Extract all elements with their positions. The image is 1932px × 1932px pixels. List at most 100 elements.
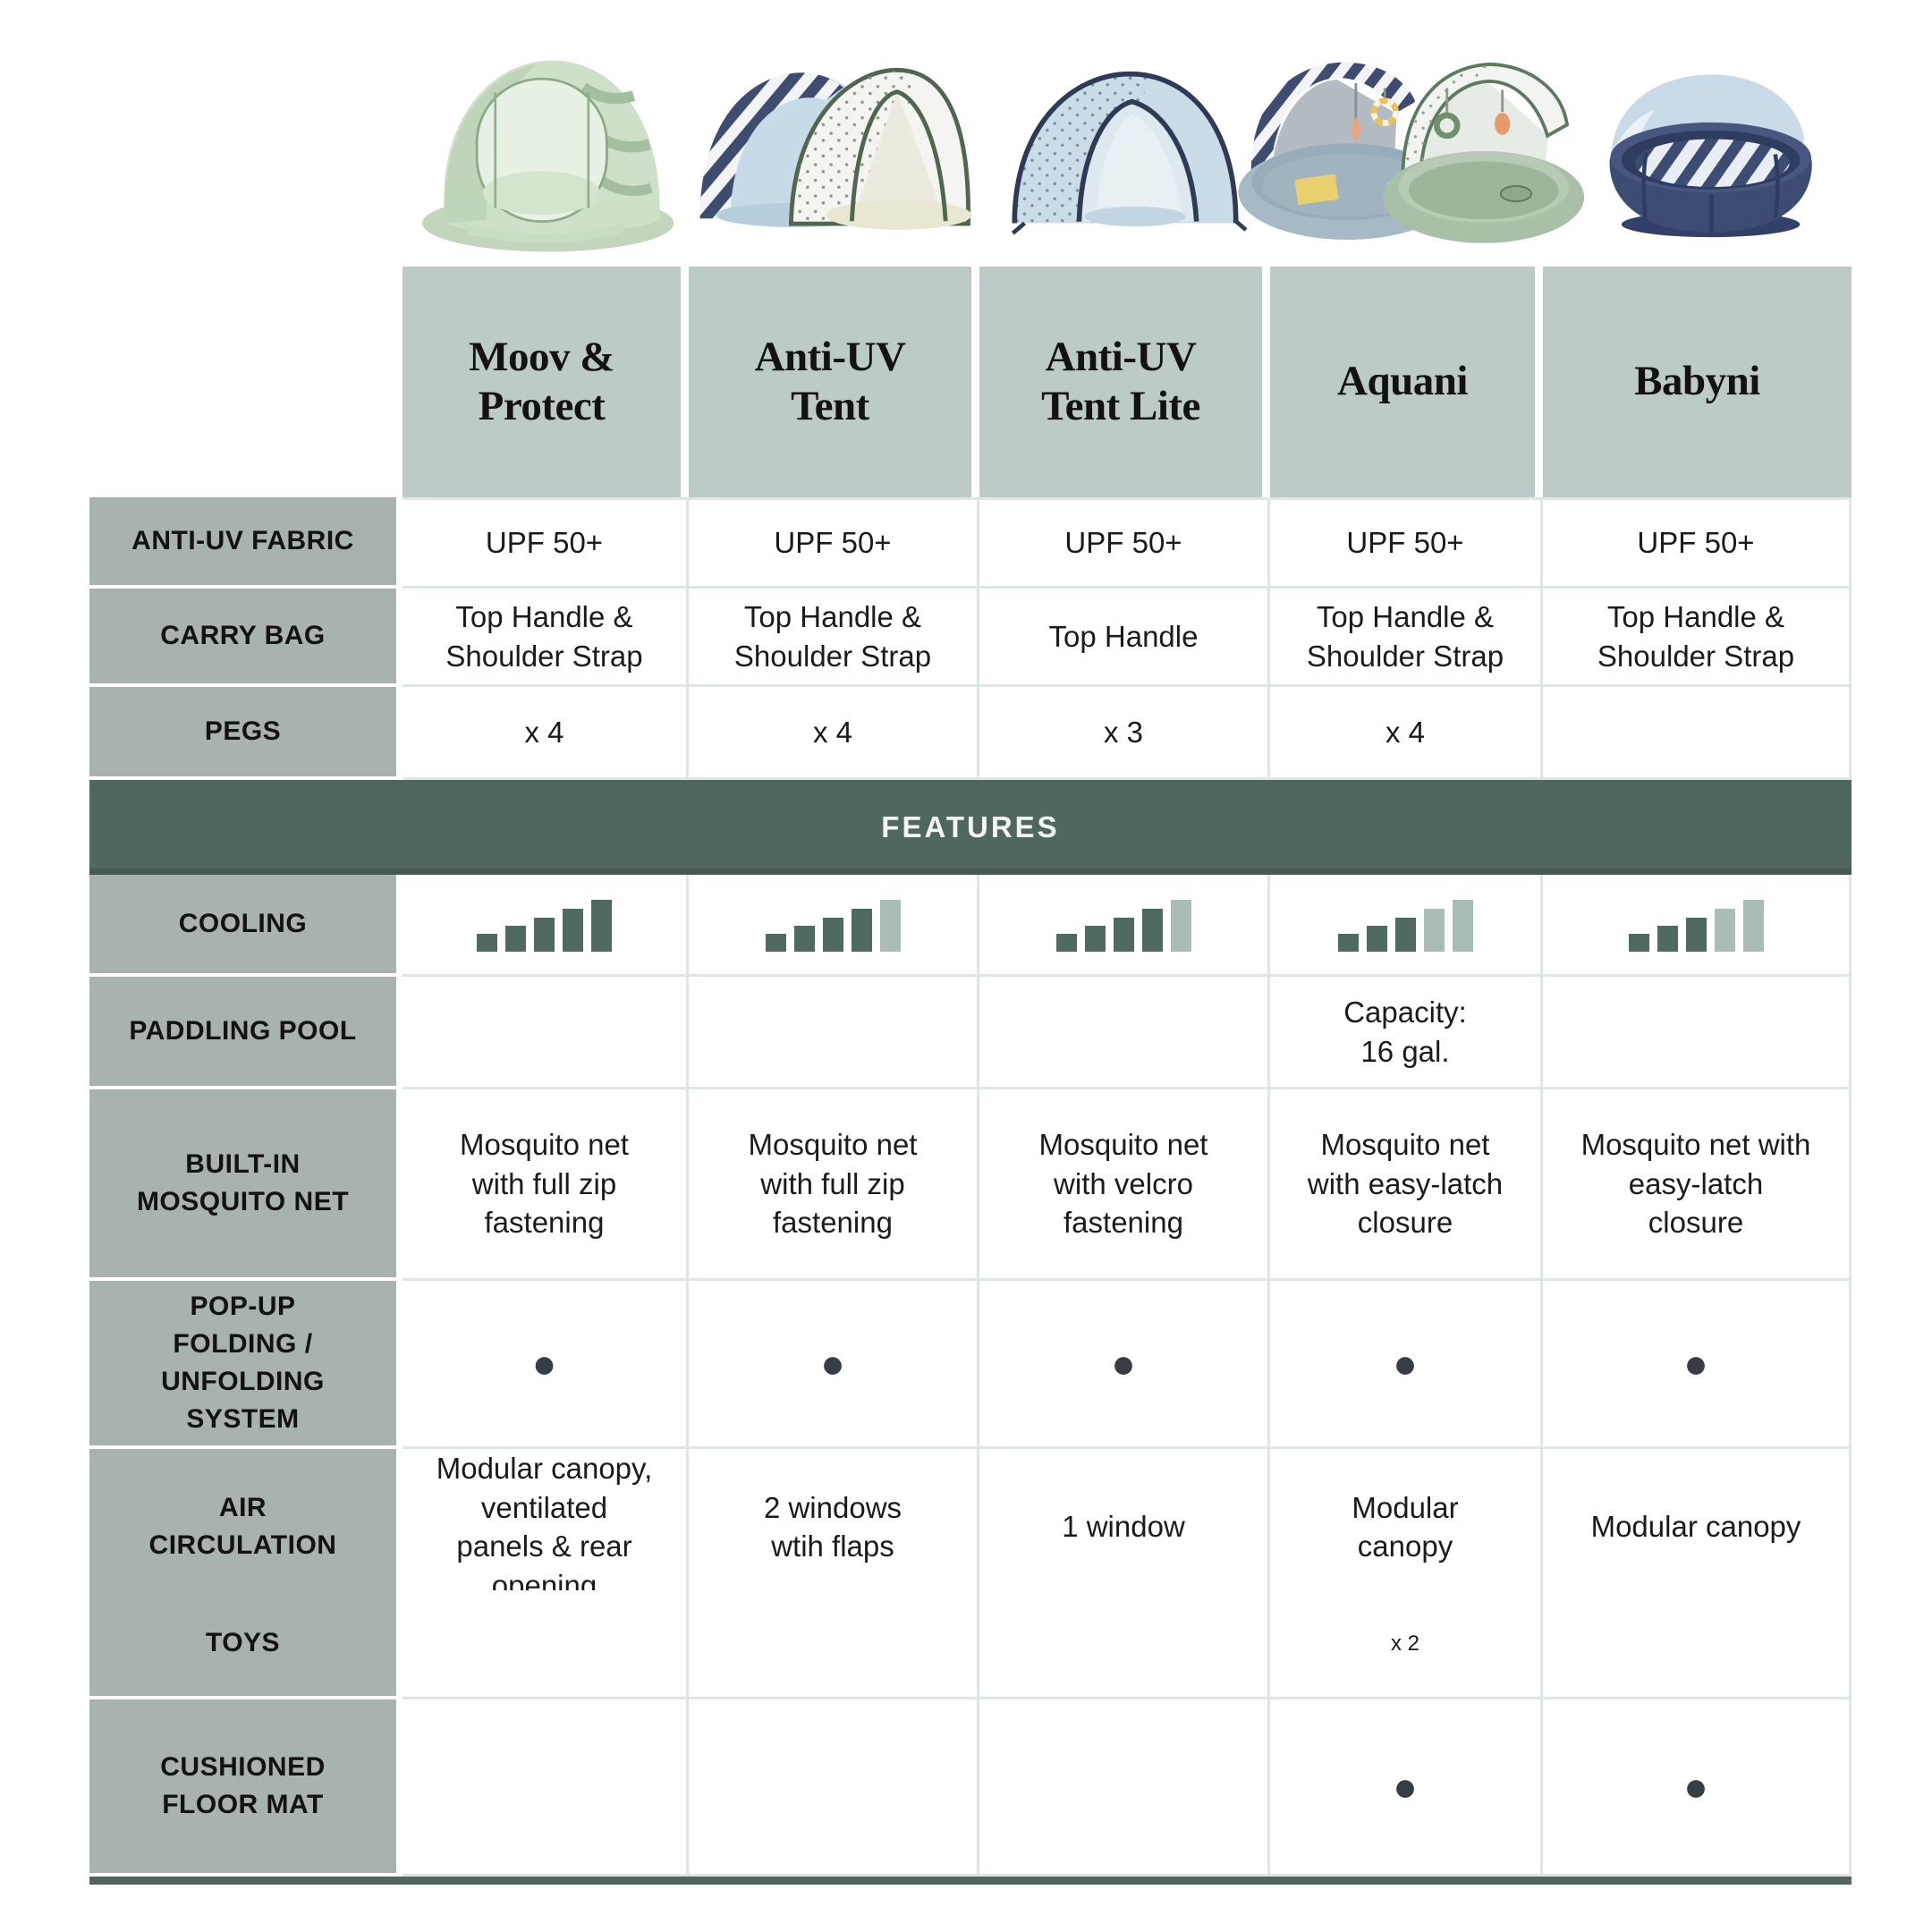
cooling-bar <box>1113 917 1134 952</box>
table-cell <box>1543 687 1852 780</box>
table-cell-feature-dot: ● <box>1543 1699 1852 1877</box>
comparison-table: Moov & Protect Anti-UV Tent Anti-UV Tent… <box>89 267 1852 1885</box>
table-cell <box>1543 977 1852 1089</box>
table-cell: UPF 50+ <box>1270 497 1543 589</box>
product-name-header-moov-protect: Moov & Protect <box>402 267 689 497</box>
table-cell-feature-dot: ● <box>402 1281 689 1449</box>
table-cell <box>689 1590 979 1699</box>
cooling-bar <box>822 917 843 952</box>
row-paddling-pool: PADDLING POOL Capacity: 16 gal. <box>89 977 1852 1089</box>
product-image-anti-uv-tent-lite <box>991 29 1259 272</box>
table-cell: x 3 <box>979 687 1270 780</box>
row-cooling: COOLING <box>89 875 1852 977</box>
cooling-level-indicator <box>1337 898 1473 952</box>
product-header-row: Moov & Protect Anti-UV Tent Anti-UV Tent… <box>89 267 1852 497</box>
row-label: CARRY BAG <box>89 589 402 687</box>
cooling-level-indicator <box>1628 898 1764 952</box>
table-cell <box>1270 875 1543 977</box>
product-name: Babyni <box>1634 358 1760 405</box>
product-image-moov-protect <box>411 29 680 272</box>
table-cell <box>402 875 689 977</box>
product-name-header-aquani: Aquani <box>1270 267 1543 497</box>
header-corner-spacer <box>89 267 402 497</box>
anti-uv-tent-lite-image <box>1011 71 1248 235</box>
cooling-bar <box>879 899 901 952</box>
product-name: Moov & Protect <box>469 333 614 429</box>
cooling-bar <box>1628 933 1649 952</box>
table-cell: 2 windows wtih flaps <box>689 1449 979 1608</box>
table-cell: Top Handle & Shoulder Strap <box>402 589 689 687</box>
table-cell <box>979 977 1270 1089</box>
row-label: COOLING <box>89 875 402 977</box>
table-cell: UPF 50+ <box>979 497 1270 589</box>
aquani-pool-tent-image <box>1237 62 1584 243</box>
table-cell: Mosquito net with velcro fastening <box>979 1089 1270 1281</box>
anti-uv-tent-image <box>699 67 971 230</box>
product-name: Aquani <box>1337 358 1468 405</box>
table-cell: Top Handle & Shoulder Strap <box>689 589 979 687</box>
table-cell: Top Handle & Shoulder Strap <box>1270 589 1543 687</box>
product-name-header-anti-uv-tent: Anti-UV Tent <box>689 267 979 497</box>
table-cell: UPF 50+ <box>1543 497 1852 589</box>
product-image-aquani <box>1228 25 1586 272</box>
table-cell-feature-dot <box>402 1699 689 1877</box>
table-cell: Mosquito net with full zip fastening <box>689 1089 979 1281</box>
product-name: Anti-UV Tent Lite <box>1041 333 1200 429</box>
table-cell <box>979 875 1270 977</box>
table-cell <box>402 1590 689 1699</box>
row-label: ANTI-UV FABRIC <box>89 497 402 589</box>
row-label: POP-UP FOLDING / UNFOLDING SYSTEM <box>89 1281 402 1449</box>
cooling-level-indicator <box>1055 898 1191 952</box>
table-cell <box>979 1590 1270 1699</box>
table-cell <box>689 875 979 977</box>
cooling-bar <box>1337 933 1359 952</box>
table-cell-feature-dot <box>689 1699 979 1877</box>
table-cell-feature-dot: ● <box>1543 1281 1852 1449</box>
product-image-babyni <box>1570 41 1825 272</box>
row-label: AIR CIRCULATION <box>89 1449 402 1608</box>
table-cell: Modular canopy <box>1270 1449 1543 1608</box>
cooling-bar <box>1714 908 1735 952</box>
cooling-bar <box>1084 925 1106 952</box>
row-label: PEGS <box>89 687 402 780</box>
table-cell: UPF 50+ <box>689 497 979 589</box>
babyni-playpen-image <box>1609 74 1812 237</box>
cooling-bar <box>477 933 497 952</box>
table-cell <box>1543 1590 1852 1699</box>
table-cell: Modular canopy <box>1543 1449 1852 1608</box>
row-carry-bag: CARRY BAG Top Handle & Shoulder Strap To… <box>89 589 1852 687</box>
table-cell-feature-dot: ● <box>1270 1699 1543 1877</box>
row-air-circulation: AIR CIRCULATION Modular canopy, ventilat… <box>89 1449 1852 1608</box>
row-cushioned-floor-mat: CUSHIONED FLOOR MAT ● ● <box>89 1699 1852 1877</box>
cooling-level-indicator <box>477 898 612 952</box>
cooling-bar <box>1141 908 1163 952</box>
row-anti-uv-fabric: ANTI-UV FABRIC UPF 50+ UPF 50+ UPF 50+ U… <box>89 497 1852 589</box>
table-cell: x 4 <box>1270 687 1543 780</box>
table-cell-feature-dot: ● <box>1270 1281 1543 1449</box>
table-cell: Modular canopy, ventilated panels & rear… <box>402 1449 689 1608</box>
cooling-bar <box>1742 899 1764 952</box>
product-image-strip <box>402 13 1852 272</box>
table-cell <box>689 977 979 1089</box>
table-cell <box>402 977 689 1089</box>
table-cell: UPF 50+ <box>402 497 689 589</box>
cooling-bar <box>1423 908 1445 952</box>
table-cell: Top Handle & Shoulder Strap <box>1543 589 1852 687</box>
row-toys: TOYS x 2 <box>89 1590 1852 1699</box>
product-name-header-babyni: Babyni <box>1543 267 1852 497</box>
table-cell-feature-dot: ● <box>689 1281 979 1449</box>
table-cell <box>1543 875 1852 977</box>
table-cell: Top Handle <box>979 589 1270 687</box>
cooling-bar <box>534 917 555 952</box>
row-pegs: PEGS x 4 x 4 x 3 x 4 <box>89 687 1852 780</box>
cooling-bar <box>505 925 526 952</box>
cooling-bar <box>1394 917 1416 952</box>
table-cell: Mosquito net with easy-latch closure <box>1270 1089 1543 1281</box>
table-cell: Capacity: 16 gal. <box>1270 977 1543 1089</box>
product-image-anti-uv-tent <box>687 21 982 272</box>
table-cell: x 4 <box>689 687 979 780</box>
cooling-bar <box>1452 899 1473 952</box>
cooling-level-indicator <box>765 898 901 952</box>
table-cell: x 2 <box>1270 1590 1543 1699</box>
row-label: CUSHIONED FLOOR MAT <box>89 1699 402 1877</box>
